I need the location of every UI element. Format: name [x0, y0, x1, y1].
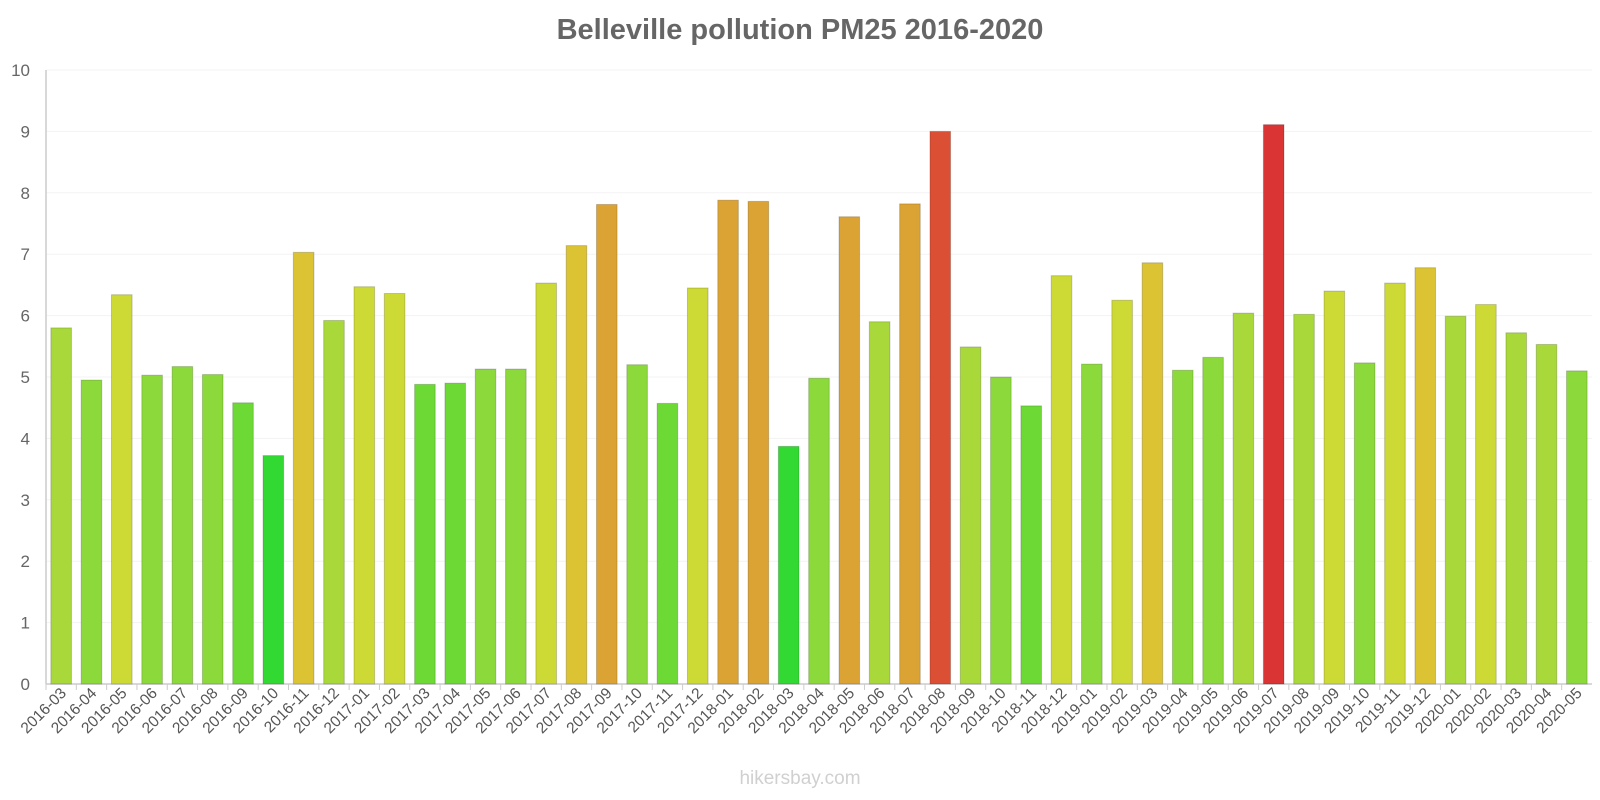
y-tick-label: 8	[21, 184, 30, 203]
bar	[505, 368, 527, 685]
bar	[171, 366, 194, 685]
bar	[444, 382, 467, 685]
y-tick-label: 5	[21, 368, 30, 387]
watermark: hikersbay.com	[739, 768, 861, 789]
bar	[565, 245, 588, 685]
bar	[990, 376, 1012, 685]
y-tick-label: 3	[21, 491, 30, 510]
bar	[808, 377, 830, 685]
y-tick-label: 10	[11, 61, 30, 80]
bar	[414, 383, 436, 685]
bar	[1475, 304, 1497, 685]
bar	[1050, 275, 1073, 685]
bar	[292, 251, 315, 685]
y-tick-label: 0	[21, 675, 30, 694]
bar	[959, 346, 982, 685]
y-tick-label: 4	[21, 429, 30, 448]
y-tick-label: 7	[21, 245, 30, 264]
y-tick-label: 6	[21, 307, 30, 326]
bar	[1141, 262, 1164, 685]
bar	[1262, 124, 1285, 685]
bar	[535, 282, 557, 685]
bar	[50, 327, 72, 685]
bar	[383, 292, 406, 685]
bar	[1202, 356, 1224, 685]
bar	[1505, 332, 1528, 685]
bar	[353, 286, 376, 685]
bar	[262, 455, 285, 685]
bar	[110, 294, 133, 685]
bar	[1111, 299, 1133, 685]
bar	[929, 130, 952, 685]
bar	[595, 203, 618, 685]
bar	[80, 379, 103, 685]
y-tick-label: 2	[21, 552, 30, 571]
y-tick-label: 9	[21, 122, 30, 141]
bar	[899, 203, 921, 685]
bar	[1171, 369, 1194, 685]
bar	[201, 374, 224, 685]
bar	[1020, 405, 1043, 685]
bar	[1384, 282, 1406, 685]
bar	[323, 320, 345, 685]
bar	[1535, 343, 1558, 685]
bar	[747, 200, 770, 685]
bar	[717, 199, 739, 685]
bar	[868, 321, 891, 685]
bar	[838, 216, 861, 685]
bar	[232, 402, 254, 685]
bar	[1444, 315, 1467, 685]
bar	[1081, 363, 1103, 685]
bar	[141, 374, 163, 685]
bar	[626, 364, 648, 685]
bar	[1414, 267, 1437, 685]
bar	[686, 287, 709, 685]
chart-title: Belleville pollution PM25 2016-2020	[556, 14, 1044, 46]
y-tick-label: 1	[21, 614, 30, 633]
bar	[1232, 312, 1255, 685]
bar	[777, 445, 800, 685]
bar	[1293, 313, 1315, 685]
bar	[1566, 370, 1588, 685]
bar	[1353, 362, 1376, 685]
bar	[474, 368, 497, 685]
bar	[1323, 290, 1346, 685]
bar	[656, 402, 679, 685]
